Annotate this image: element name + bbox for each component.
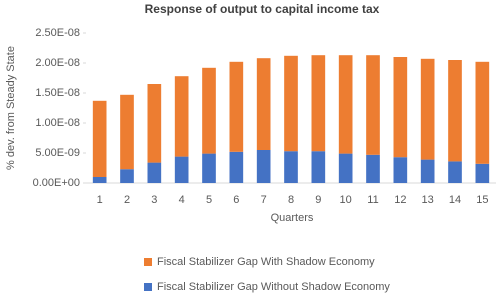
y-tick-label: 0.00E+00 xyxy=(33,177,80,189)
bar-segment xyxy=(202,153,216,183)
y-tick-label: 5.00E-09 xyxy=(35,147,80,159)
bar-segment xyxy=(338,55,353,154)
y-axis-label: % dev. from Steady State xyxy=(5,46,17,170)
x-tick-label: 4 xyxy=(179,194,185,206)
bar-segment xyxy=(311,151,326,183)
bar-segment xyxy=(366,154,380,183)
bar-segment xyxy=(448,60,462,162)
bar-segment xyxy=(338,153,353,183)
x-tick-label: 1 xyxy=(97,194,103,206)
bar-segment xyxy=(229,61,244,152)
bar-segment xyxy=(420,58,435,160)
x-tick-label: 8 xyxy=(288,194,294,206)
x-tick-label: 7 xyxy=(261,194,267,206)
x-tick-label: 12 xyxy=(394,194,406,206)
bar-segment xyxy=(393,57,408,158)
bar-segment xyxy=(147,84,162,163)
bar-segment xyxy=(284,151,298,183)
x-tick-label: 3 xyxy=(151,194,157,206)
x-tick-label: 5 xyxy=(206,194,212,206)
bar-segment xyxy=(475,163,490,183)
bar-segment xyxy=(174,76,189,157)
x-tick-label: 15 xyxy=(476,194,488,206)
chart-title: Response of output to capital income tax xyxy=(145,2,380,16)
y-tick-label: 2.00E-08 xyxy=(35,57,80,69)
y-tick-label: 1.00E-08 xyxy=(35,117,80,129)
bar-segment xyxy=(120,94,134,170)
bar-segment xyxy=(229,151,244,183)
legend-swatch xyxy=(144,258,152,266)
x-tick-label: 13 xyxy=(422,194,434,206)
bar-segment xyxy=(393,157,408,183)
bar-segment xyxy=(366,55,380,155)
bar-segment xyxy=(92,177,107,183)
bar-segment xyxy=(147,162,162,183)
legend-swatch xyxy=(144,283,152,291)
bar-segment xyxy=(202,67,216,154)
y-tick-label: 1.50E-08 xyxy=(35,87,80,99)
legend-label: Fiscal Stabilizer Gap Without Shadow Eco… xyxy=(157,281,390,293)
x-tick-label: 10 xyxy=(340,194,352,206)
x-tick-label: 6 xyxy=(233,194,239,206)
bar-segment xyxy=(420,159,435,183)
bar-segment xyxy=(120,169,134,183)
bar-segment xyxy=(174,156,189,183)
x-tick-label: 14 xyxy=(449,194,461,206)
x-tick-label: 11 xyxy=(367,194,378,206)
bar-segment xyxy=(448,161,462,183)
legend-label: Fiscal Stabilizer Gap With Shadow Econom… xyxy=(157,256,375,268)
bar-segment xyxy=(256,150,271,183)
x-tick-label: 2 xyxy=(124,194,130,206)
bar-segment xyxy=(311,55,326,152)
bar-segment xyxy=(92,100,107,177)
bar-segment xyxy=(284,55,298,152)
y-tick-label: 2.50E-08 xyxy=(35,27,80,39)
x-tick-label: 9 xyxy=(315,194,321,206)
x-axis-label: Quarters xyxy=(271,212,314,224)
bar-segment xyxy=(475,61,490,164)
bar-segment xyxy=(256,58,271,151)
